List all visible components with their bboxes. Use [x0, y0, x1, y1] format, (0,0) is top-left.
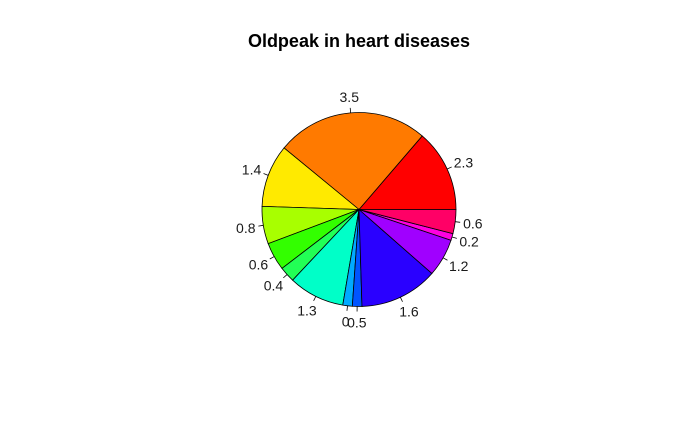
pie-label-tick-9 [400, 297, 403, 302]
pie-label-8: 0.5 [347, 314, 367, 330]
pie-label-tick-6 [313, 296, 317, 302]
pie-label-2: 1.4 [242, 162, 262, 178]
pie-slice-1 [283, 112, 423, 211]
pie-label-9: 1.6 [399, 304, 419, 320]
pie-label-6: 1.3 [297, 303, 317, 319]
pie-label-3: 0.8 [236, 220, 256, 236]
pie-label-12: 0.6 [463, 216, 483, 232]
pie-slice-0 [358, 135, 457, 210]
pie-label-1: 3.5 [340, 89, 360, 105]
pie-label-0: 2.3 [454, 154, 474, 170]
pie-label-tick-5 [283, 274, 288, 279]
chart-title: Oldpeak in heart diseases [248, 31, 470, 51]
pie-label-10: 1.2 [449, 258, 469, 274]
pie-label-11: 0.2 [459, 233, 479, 249]
pie-label-tick-7 [346, 305, 348, 311]
pie-label-tick-10 [442, 257, 448, 261]
pie-slices [261, 112, 457, 307]
pie-label-tick-0 [446, 166, 452, 170]
pie-label-7: 0 [342, 314, 350, 330]
pie-label-5: 0.4 [264, 277, 284, 293]
pie-labels: 2.33.51.40.80.60.41.300.51.61.20.20.6 [236, 89, 483, 331]
pie-label-4: 0.6 [249, 256, 269, 272]
pie-label-tick-11 [451, 236, 457, 239]
pie-label-tick-2 [263, 173, 269, 176]
pie-label-tick-12 [455, 221, 461, 223]
pie-label-tick-4 [269, 256, 275, 260]
pie-label-tick-3 [258, 224, 264, 227]
